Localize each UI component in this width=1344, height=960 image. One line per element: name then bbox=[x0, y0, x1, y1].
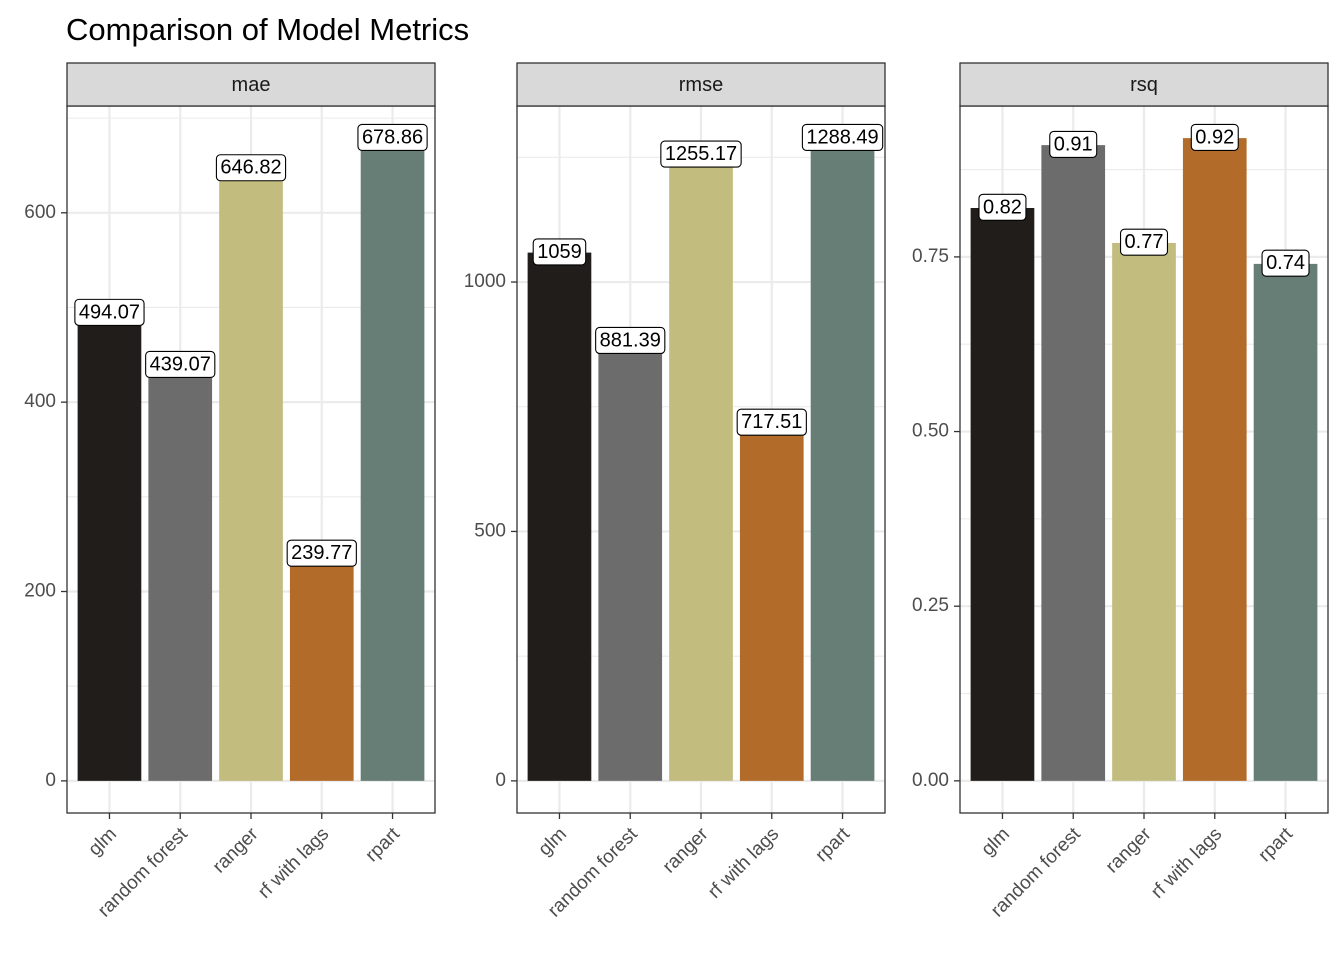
x-tick-label: rf with lags bbox=[254, 824, 333, 903]
data-label-box bbox=[145, 350, 216, 378]
data-label-text: 717.51 bbox=[741, 411, 802, 433]
data-label: 0.92 bbox=[1190, 123, 1239, 151]
bar-rmse-rpart bbox=[810, 138, 875, 781]
data-label: 881.39 bbox=[595, 326, 666, 355]
data-label: 494.07 bbox=[74, 298, 145, 326]
data-label-text: 0.92 bbox=[1195, 126, 1234, 148]
chart-title: Comparison of Model Metrics bbox=[66, 12, 469, 47]
data-label: 646.82 bbox=[215, 154, 287, 182]
data-label-text: 0.91 bbox=[1054, 133, 1093, 155]
y-tick-label: 0.25 bbox=[912, 595, 949, 616]
y-tick-label: 0.00 bbox=[912, 770, 949, 791]
panel-mae: 494.07 439.07 646.82 239.77 678.86 mae 0 200 400… bbox=[24, 62, 436, 921]
bar-rmse-glm bbox=[527, 252, 592, 781]
bar-rmse-ranger bbox=[669, 154, 733, 781]
data-label-box bbox=[595, 326, 666, 355]
bar-mae-rpart bbox=[360, 138, 425, 781]
x-tick-label: ranger bbox=[209, 823, 263, 877]
facet-strip bbox=[66, 62, 436, 107]
y-tick-label: 0.50 bbox=[912, 421, 949, 442]
data-label-text: 439.07 bbox=[150, 353, 211, 375]
bar-rmse-rf-with-lags bbox=[739, 422, 804, 781]
data-label: 1255.17 bbox=[660, 140, 742, 168]
data-label: 1059 bbox=[532, 238, 587, 266]
data-label-text: 678.86 bbox=[362, 126, 423, 148]
y-tick-label: 600 bbox=[24, 202, 56, 223]
bar-mae-random-forest bbox=[148, 365, 213, 781]
bar-rsq-glm bbox=[970, 207, 1035, 781]
data-label-text: 1255.17 bbox=[665, 143, 737, 165]
panels: 494.07 439.07 646.82 239.77 678.86 mae 0 200 400… bbox=[24, 62, 1329, 921]
data-label-text: 0.82 bbox=[983, 196, 1022, 218]
facet-strip bbox=[516, 62, 886, 107]
x-tick-label: rpart bbox=[362, 823, 405, 866]
data-label-text: 646.82 bbox=[220, 157, 281, 179]
bar-rsq-rf-with-lags bbox=[1182, 138, 1247, 781]
panel-rmse: 1059 881.39 1255.17 717.51 1288.49 rmse 0 500 10… bbox=[464, 62, 886, 921]
data-label: 0.82 bbox=[978, 193, 1027, 221]
x-tick-label: rpart bbox=[1255, 823, 1298, 866]
x-tick-label: ranger bbox=[659, 823, 713, 877]
data-label-box bbox=[1261, 249, 1310, 277]
facet-strip-label: rsq bbox=[1130, 74, 1158, 96]
bar-rsq-rpart bbox=[1253, 263, 1318, 781]
data-label-box bbox=[286, 539, 357, 567]
data-label: 439.07 bbox=[145, 350, 216, 378]
bar-mae-rf-with-lags bbox=[289, 553, 354, 781]
data-label-text: 0.74 bbox=[1266, 252, 1305, 274]
data-label-box bbox=[357, 123, 428, 151]
y-tick-label: 500 bbox=[474, 520, 506, 541]
data-label: 0.74 bbox=[1261, 249, 1310, 277]
x-tick-label: glm bbox=[534, 824, 571, 861]
data-label-box bbox=[1049, 130, 1098, 158]
data-label: 678.86 bbox=[357, 123, 428, 151]
data-label: 0.91 bbox=[1049, 130, 1098, 158]
x-tick-label: rpart bbox=[812, 823, 855, 866]
data-label-text: 0.77 bbox=[1125, 231, 1164, 253]
facet-strip bbox=[959, 62, 1329, 107]
bar-rsq-ranger bbox=[1112, 242, 1176, 781]
panel-rsq: 0.82 0.91 0.77 0.92 0.74 rsq 0.00 0.25 0.50 0.75 g… bbox=[912, 62, 1329, 921]
x-tick-label: glm bbox=[977, 824, 1014, 861]
data-label: 717.51 bbox=[736, 408, 807, 436]
data-label-text: 494.07 bbox=[79, 301, 140, 323]
x-tick-label: rf with lags bbox=[1147, 824, 1226, 903]
data-label-box bbox=[660, 140, 742, 168]
bar-mae-ranger bbox=[219, 168, 283, 781]
y-tick-label: 0 bbox=[495, 770, 506, 791]
data-label-text: 881.39 bbox=[600, 329, 661, 351]
data-label-box bbox=[532, 238, 587, 266]
data-label: 0.77 bbox=[1119, 228, 1169, 256]
data-label-text: 1059 bbox=[537, 241, 582, 263]
y-tick-label: 1000 bbox=[464, 271, 506, 292]
data-label-box bbox=[215, 154, 287, 182]
x-tick-label: ranger bbox=[1102, 823, 1156, 877]
data-label: 1288.49 bbox=[801, 123, 884, 151]
facet-strip-label: mae bbox=[232, 74, 271, 96]
y-tick-label: 0.75 bbox=[912, 246, 949, 267]
bar-mae-glm bbox=[77, 313, 142, 781]
x-tick-label: glm bbox=[84, 824, 121, 861]
y-tick-label: 400 bbox=[24, 391, 56, 412]
facet-strip-label: rmse bbox=[679, 74, 723, 96]
y-tick-label: 0 bbox=[45, 770, 56, 791]
bar-rmse-random-forest bbox=[598, 341, 663, 781]
data-label-box bbox=[736, 408, 807, 436]
data-label-box bbox=[801, 123, 884, 151]
bar-rsq-random-forest bbox=[1041, 145, 1106, 781]
y-tick-label: 200 bbox=[24, 581, 56, 602]
data-label-text: 239.77 bbox=[291, 542, 352, 564]
data-label-text: 1288.49 bbox=[806, 126, 878, 148]
x-tick-label: rf with lags bbox=[704, 824, 783, 903]
data-label-box bbox=[1119, 228, 1169, 256]
data-label-box bbox=[978, 193, 1027, 221]
data-label-box bbox=[74, 298, 145, 326]
data-label-box bbox=[1190, 123, 1239, 151]
data-label: 239.77 bbox=[286, 539, 357, 567]
